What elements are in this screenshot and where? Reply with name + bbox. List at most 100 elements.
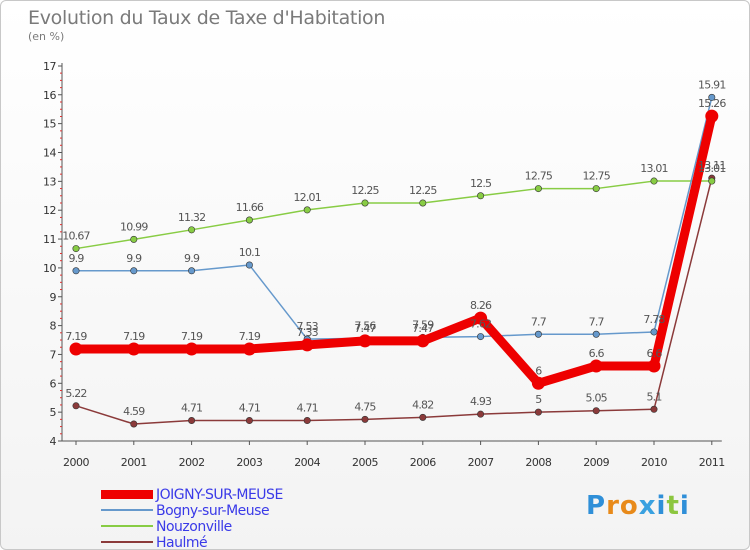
data-label: 15.26 <box>698 97 726 110</box>
data-label: 8.26 <box>470 299 492 312</box>
x-tick-label: 2011 <box>699 456 725 469</box>
data-label: 7.59 <box>412 318 434 331</box>
data-point <box>592 330 600 338</box>
data-label: 7.47 <box>412 322 434 335</box>
logo-letter: t <box>666 491 680 521</box>
legend-swatch <box>101 525 153 527</box>
y-tick-label: 11 <box>43 233 56 246</box>
y-tick-label: 4 <box>50 435 57 448</box>
data-point <box>72 402 80 410</box>
data-point <box>592 185 600 193</box>
data-point <box>650 328 658 336</box>
data-point <box>534 330 542 338</box>
data-label: 12.75 <box>582 170 610 183</box>
y-tick-label: 17 <box>43 60 56 73</box>
chart-title: Evolution du Taux de Taxe d'Habitation <box>28 7 386 29</box>
data-point <box>361 199 369 207</box>
y-tick-label: 6 <box>50 377 57 390</box>
data-label: 7.19 <box>239 330 261 343</box>
data-label: 12.25 <box>351 184 379 197</box>
data-point <box>127 342 141 356</box>
data-point <box>531 376 545 390</box>
series-line <box>71 111 717 388</box>
x-tick-label: 2007 <box>468 456 494 469</box>
data-point <box>708 177 716 185</box>
data-label: 15.91 <box>698 78 726 91</box>
x-tick-label: 2000 <box>63 456 89 469</box>
data-point <box>72 267 80 275</box>
data-point <box>188 267 196 275</box>
legend-swatch <box>101 541 153 543</box>
x-tick-label: 2006 <box>410 456 436 469</box>
y-tick-label: 13 <box>43 175 56 188</box>
x-tick-label: 2003 <box>236 456 262 469</box>
data-label: 7.47 <box>354 322 376 335</box>
data-point <box>185 342 199 356</box>
data-label: 10.99 <box>120 220 148 233</box>
data-label: 12.75 <box>525 170 553 183</box>
legend-label: Bogny-sur-Meuse <box>156 503 270 519</box>
x-tick-label: 2001 <box>121 456 147 469</box>
y-tick-label: 16 <box>43 89 56 102</box>
data-label: 9.9 <box>68 252 84 265</box>
data-label: 13.01 <box>640 162 668 175</box>
data-label: 4.59 <box>123 405 145 418</box>
data-label: 4.82 <box>412 398 433 411</box>
data-point <box>534 185 542 193</box>
logo-letter: r <box>606 491 620 521</box>
data-label: 4.71 <box>297 402 318 415</box>
data-label: 7.56 <box>354 319 376 332</box>
legend-label: Nouzonville <box>156 519 232 535</box>
data-point <box>477 333 485 341</box>
data-point <box>188 226 196 234</box>
data-point <box>650 177 658 185</box>
data-label: 6.6 <box>646 347 662 360</box>
logo-letter: o <box>619 491 639 521</box>
data-point <box>242 342 256 356</box>
data-point <box>647 359 661 373</box>
data-label: 4.71 <box>181 402 202 415</box>
data-label: 6.6 <box>589 347 605 360</box>
data-point <box>708 93 716 101</box>
data-point <box>416 334 430 348</box>
data-label: 7.62 <box>470 318 491 331</box>
data-label: 7.19 <box>181 330 203 343</box>
y-tick-label: 7 <box>50 348 57 361</box>
data-point <box>300 338 314 352</box>
data-point <box>650 405 658 413</box>
data-label: 4.75 <box>354 400 376 413</box>
data-label: 5 <box>535 393 542 406</box>
data-point <box>419 199 427 207</box>
data-label: 11.66 <box>236 201 264 214</box>
x-tick-label: 2004 <box>294 456 320 469</box>
x-tick-label: 2010 <box>641 456 667 469</box>
data-label: 13.11 <box>698 159 726 172</box>
y-tick-label: 9 <box>50 291 57 304</box>
data-label: 13.01 <box>698 162 726 175</box>
data-label: 12.5 <box>470 177 492 190</box>
y-tick-label: 5 <box>50 406 57 419</box>
data-point <box>245 216 253 224</box>
data-point <box>534 408 542 416</box>
data-label: 4.93 <box>470 395 492 408</box>
proxiti-logo: Proxiti <box>586 491 690 521</box>
data-label: 7.53 <box>297 320 319 333</box>
x-tick-label: 2005 <box>352 456 378 469</box>
data-label: 11.32 <box>178 211 206 224</box>
logo-letter: x <box>638 491 657 521</box>
data-label: 7.7 <box>589 315 605 328</box>
data-point <box>361 415 369 423</box>
data-label: 12.25 <box>409 184 437 197</box>
data-point <box>589 359 603 373</box>
series-line <box>75 180 713 250</box>
y-tick-label: 12 <box>43 204 56 217</box>
data-label: 10.67 <box>62 230 90 243</box>
data-point <box>358 334 372 348</box>
data-point <box>477 410 485 418</box>
data-label: 7.78 <box>643 313 665 326</box>
data-label: 7.19 <box>65 330 87 343</box>
data-point <box>130 267 138 275</box>
y-tick-label: 8 <box>50 320 57 333</box>
